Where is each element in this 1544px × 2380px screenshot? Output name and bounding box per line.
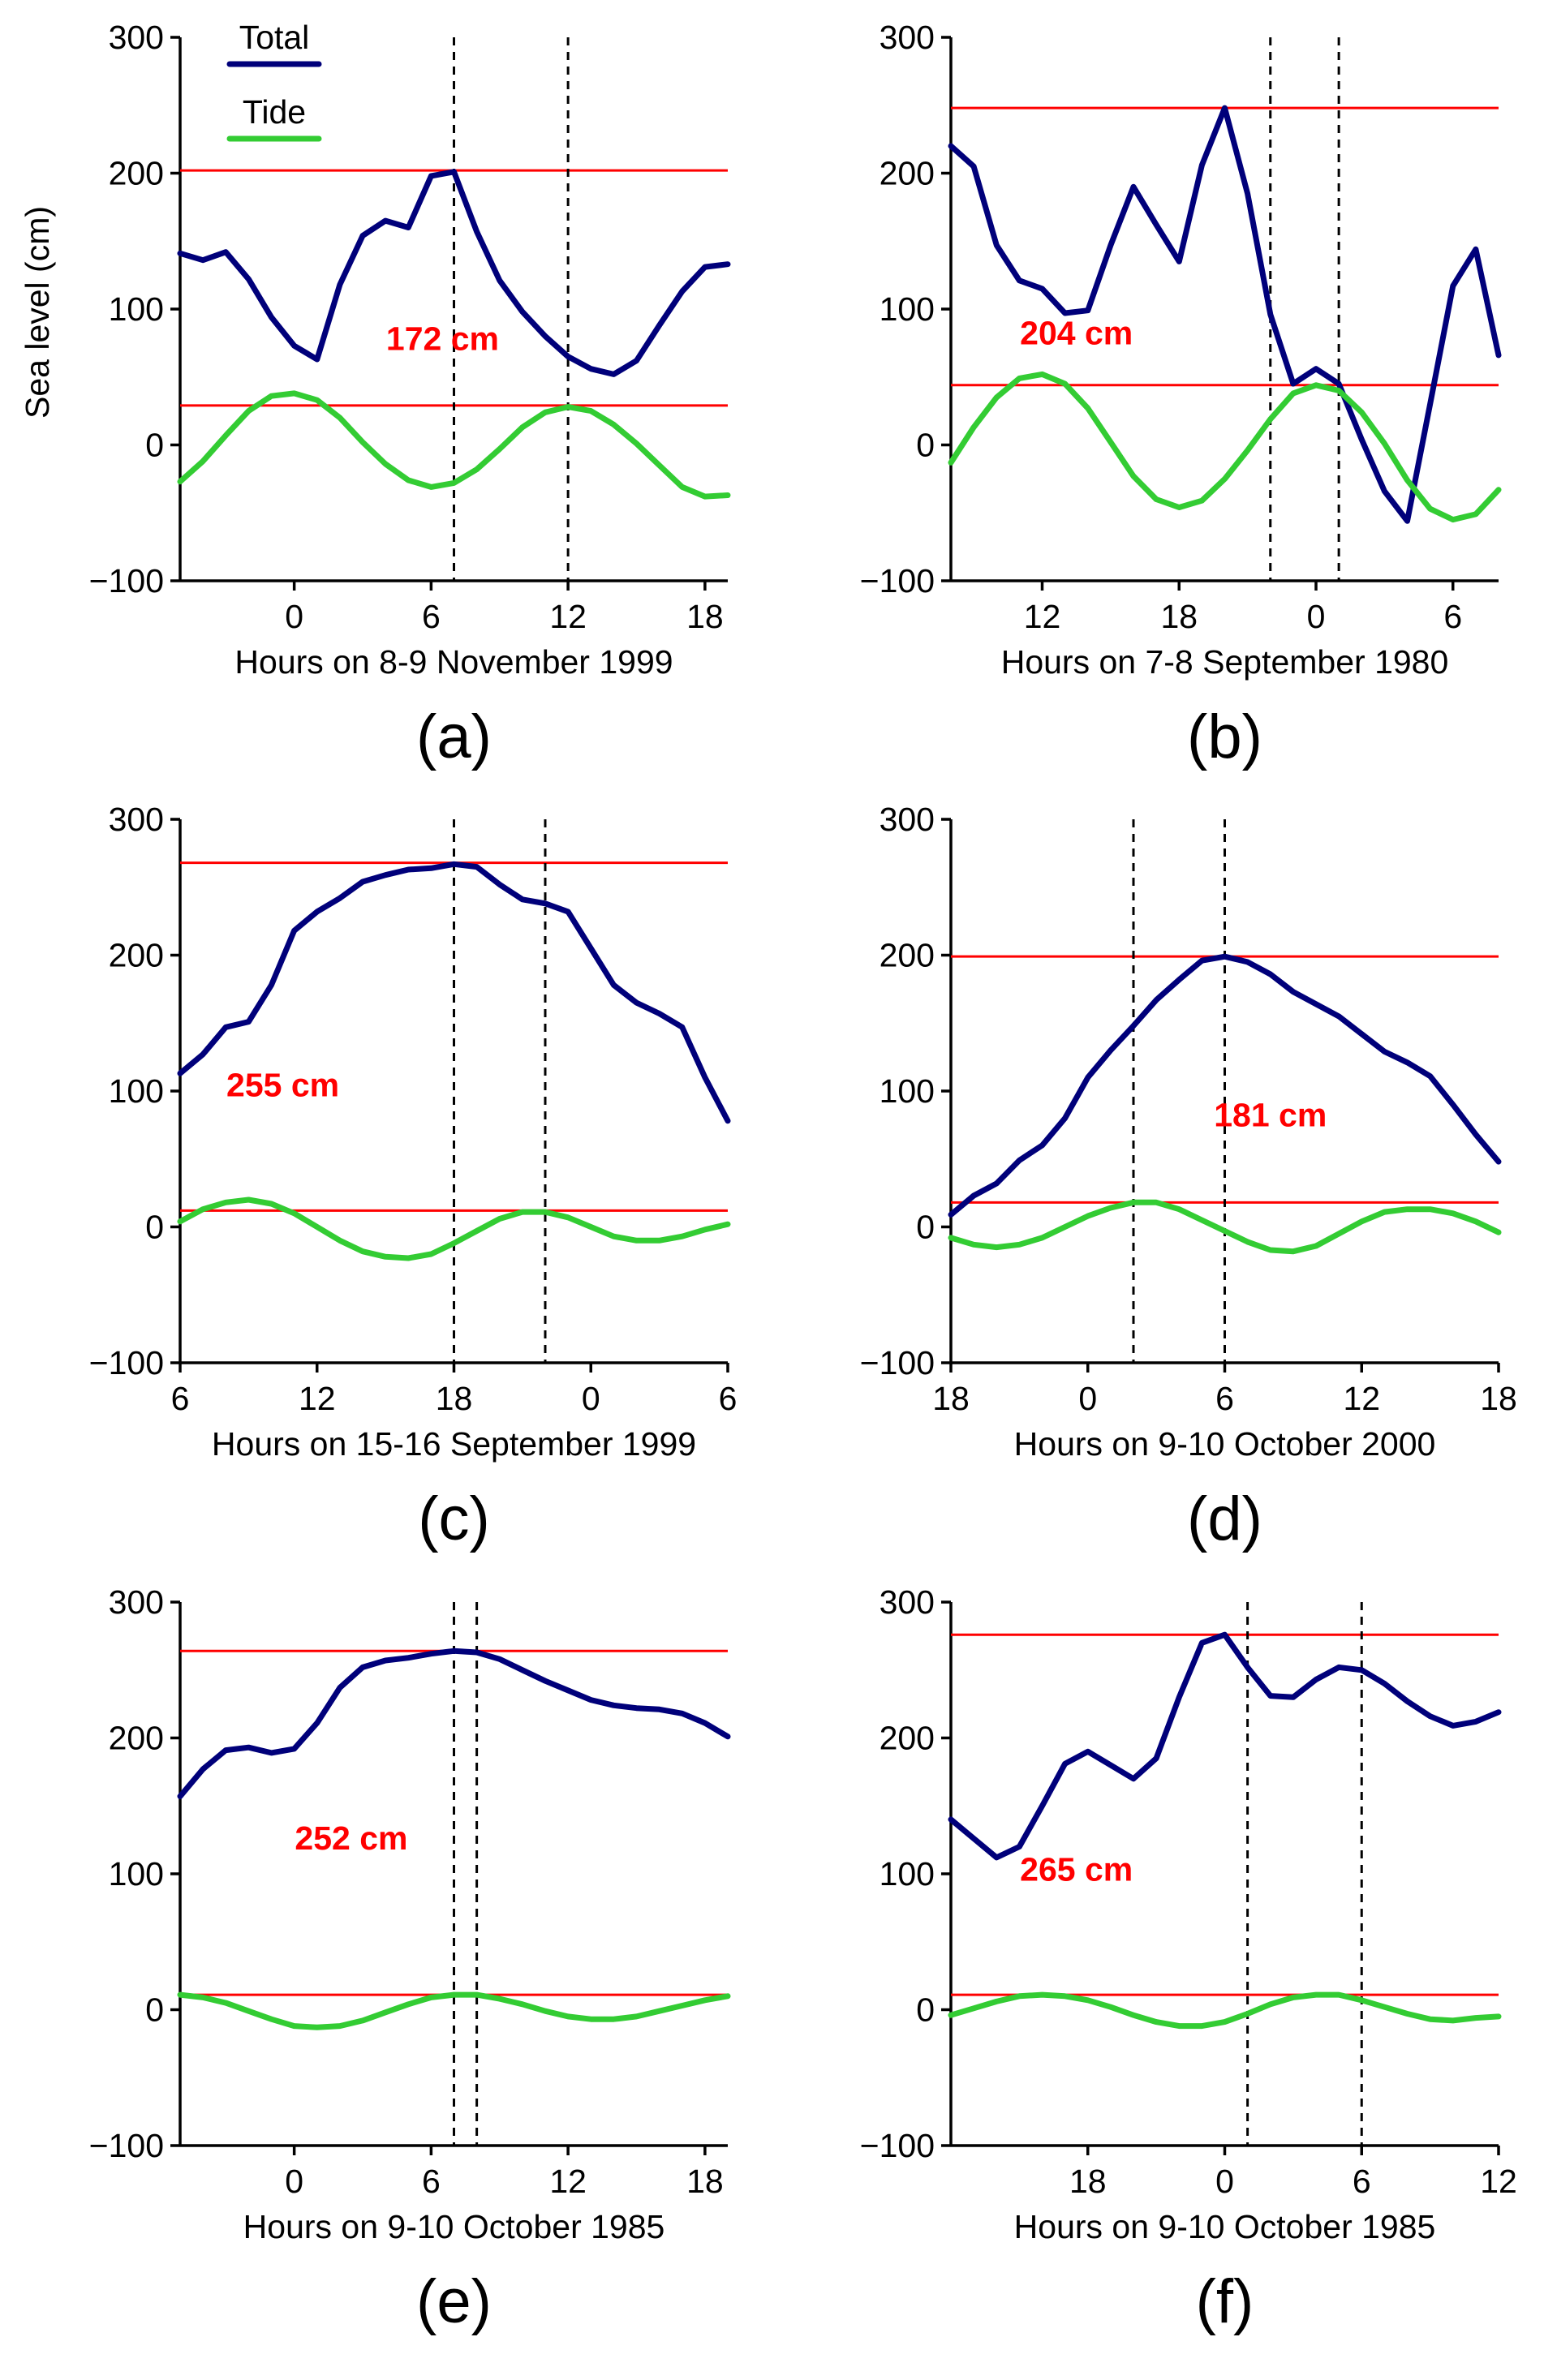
x-tick-label-e: 12 <box>549 2163 587 2200</box>
x-tick-label-f: 0 <box>1215 2163 1234 2200</box>
x-tick-label-b: 18 <box>1160 598 1198 635</box>
y-tick-label-f: 200 <box>880 1720 935 1757</box>
y-tick-label-b: −100 <box>860 562 935 599</box>
legend-tide-label: Tide <box>243 93 306 131</box>
x-tick-label-d: 0 <box>1078 1380 1097 1417</box>
x-tick-label-c: 6 <box>171 1380 190 1417</box>
y-tick-label-a: 200 <box>109 155 164 192</box>
y-tick-label-f: −100 <box>860 2127 935 2164</box>
x-tick-label-e: 6 <box>422 2163 441 2200</box>
x-tick-label-d: 6 <box>1215 1380 1234 1417</box>
panel-label-f: (f) <box>1196 2267 1254 2336</box>
tide-series-d <box>948 1199 1502 1255</box>
chart-panel-d: −100 0 100 200 300 18 0 6 12 18 Hours on 9-10 Octo… <box>860 801 1517 1553</box>
x-tick-label-c: 18 <box>436 1380 473 1417</box>
y-tick-label-e: 300 <box>109 1583 164 1621</box>
y-tick-label-f: 100 <box>880 1855 935 1892</box>
x-tick-label-f: 12 <box>1480 2163 1517 2200</box>
chart-panel-a: −100 0 100 200 300 0 6 12 18 Hours on 8-9 Novembe… <box>89 19 731 771</box>
x-tick-label-b: 6 <box>1443 598 1462 635</box>
y-tick-label-e: 100 <box>109 1855 164 1892</box>
x-tick-label-a: 6 <box>422 598 441 635</box>
x-axis-label-d: Hours on 9-10 October 2000 <box>1014 1425 1436 1463</box>
tide-series-b <box>948 371 1502 523</box>
x-axis-label-e: Hours on 9-10 October 1985 <box>243 2208 665 2245</box>
y-tick-label-f: 300 <box>880 1583 935 1621</box>
x-tick-label-c: 6 <box>719 1380 738 1417</box>
panel-label-d: (d) <box>1187 1484 1262 1553</box>
y-tick-label-d: 300 <box>880 801 935 838</box>
peak-annotation-d: 181 cm <box>1214 1097 1327 1134</box>
x-axis-label-b: Hours on 7-8 September 1980 <box>1001 643 1449 681</box>
total-series-b <box>948 105 1502 524</box>
y-tick-label-e: 200 <box>109 1720 164 1757</box>
x-tick-label-c: 0 <box>582 1380 600 1417</box>
legend: Total Tide <box>226 19 322 142</box>
y-tick-label-d: −100 <box>860 1344 935 1381</box>
x-tick-label-a: 0 <box>285 598 303 635</box>
y-tick-label-a: −100 <box>89 562 164 599</box>
x-tick-label-c: 12 <box>299 1380 336 1417</box>
chart-panel-f: −100 0 100 200 300 18 0 6 12 Hours on 9-10 Octobe… <box>860 1583 1517 2336</box>
y-tick-label-b: 300 <box>880 19 935 56</box>
peak-annotation-c: 255 cm <box>226 1067 339 1104</box>
x-tick-label-f: 18 <box>1069 2163 1107 2200</box>
total-series-c <box>177 861 731 1124</box>
peak-annotation-a: 172 cm <box>386 320 499 357</box>
chart-panel-b: −100 0 100 200 300 12 18 0 6 Hours on 7-8 Septemb… <box>860 19 1502 771</box>
y-tick-label-d: 200 <box>880 937 935 974</box>
total-series-d <box>948 953 1502 1218</box>
x-tick-label-b: 12 <box>1024 598 1061 635</box>
panel-label-b: (b) <box>1187 702 1262 771</box>
peak-annotation-e: 252 cm <box>295 1819 407 1857</box>
y-tick-label-e: −100 <box>89 2127 164 2164</box>
total-series-f <box>948 1631 1502 1861</box>
peak-annotation-f: 265 cm <box>1020 1850 1133 1888</box>
y-tick-label-c: 300 <box>109 801 164 838</box>
y-tick-label-d: 0 <box>916 1209 935 1246</box>
y-tick-label-f: 0 <box>916 1991 935 2029</box>
tide-series-c <box>177 1196 731 1261</box>
panel-label-c: (c) <box>418 1484 490 1553</box>
x-tick-label-a: 12 <box>549 598 587 635</box>
y-tick-label-d: 100 <box>880 1072 935 1110</box>
x-tick-label-e: 0 <box>285 2163 303 2200</box>
y-tick-label-b: 0 <box>916 427 935 464</box>
y-axis-label: Sea level (cm) <box>19 206 56 419</box>
y-tick-label-b: 100 <box>880 290 935 328</box>
total-series-a <box>177 169 731 377</box>
x-tick-label-b: 0 <box>1307 598 1326 635</box>
y-tick-label-e: 0 <box>145 1991 164 2029</box>
x-tick-label-d: 18 <box>932 1380 970 1417</box>
x-axis-label-c: Hours on 15-16 September 1999 <box>212 1425 696 1463</box>
panel-label-e: (e) <box>416 2267 492 2336</box>
y-tick-label-c: 0 <box>145 1209 164 1246</box>
tide-series-a <box>177 390 731 500</box>
x-tick-label-f: 6 <box>1353 2163 1371 2200</box>
legend-total-label: Total <box>239 19 310 56</box>
y-tick-label-c: 200 <box>109 937 164 974</box>
chart-panel-e: −100 0 100 200 300 0 6 12 18 Hours on 9-10 Octobe… <box>89 1583 731 2336</box>
x-tick-label-a: 18 <box>686 598 724 635</box>
x-tick-label-e: 18 <box>686 2163 724 2200</box>
y-tick-label-b: 200 <box>880 155 935 192</box>
x-tick-label-d: 12 <box>1343 1380 1380 1417</box>
y-tick-label-c: −100 <box>89 1344 164 1381</box>
x-axis-label-f: Hours on 9-10 October 1985 <box>1014 2208 1436 2245</box>
chart-panel-c: −100 0 100 200 300 6 12 18 0 6 Hours on 15-16 Sept… <box>89 801 738 1553</box>
panel-label-a: (a) <box>416 702 492 771</box>
y-tick-label-c: 100 <box>109 1072 164 1110</box>
tide-series-f <box>948 1991 1502 2030</box>
tide-series-e <box>177 1991 731 2030</box>
y-tick-label-a: 300 <box>109 19 164 56</box>
total-series-e <box>177 1648 731 1799</box>
y-tick-label-a: 0 <box>145 427 164 464</box>
y-tick-label-a: 100 <box>109 290 164 328</box>
peak-annotation-b: 204 cm <box>1020 315 1133 352</box>
x-tick-label-d: 18 <box>1480 1380 1517 1417</box>
x-axis-label-a: Hours on 8-9 November 1999 <box>234 643 673 681</box>
